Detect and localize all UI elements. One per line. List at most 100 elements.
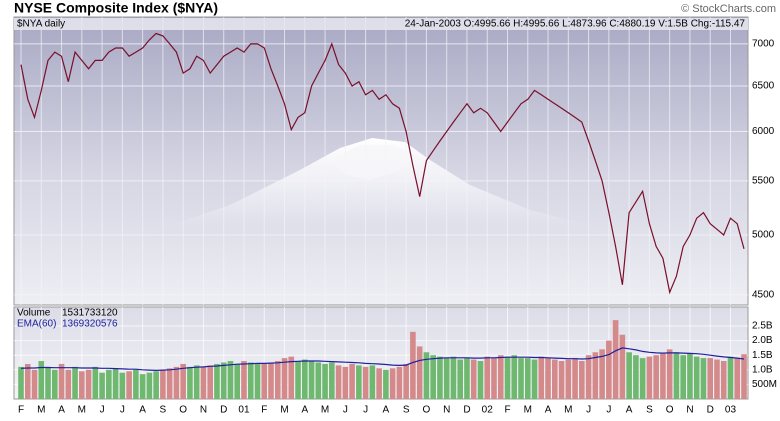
volume-bar [227, 361, 234, 399]
volume-bar [477, 361, 484, 399]
volume-bar [247, 362, 254, 399]
x-tick-label: A [383, 405, 390, 416]
volume-bar [288, 356, 295, 399]
y-tick-label: 4500 [752, 289, 775, 300]
volume-bar [119, 372, 126, 399]
x-tick-label: O [666, 405, 674, 416]
x-tick-label: F [261, 405, 267, 416]
volume-bar [680, 355, 686, 399]
header-bar [14, 18, 748, 30]
volume-bar [383, 369, 389, 399]
volume-bar [653, 355, 659, 399]
y-tick-label: 6500 [752, 81, 775, 92]
volume-bar [741, 354, 747, 399]
volume-bar [491, 358, 497, 399]
volume-bar [153, 371, 159, 399]
x-tick-label: J [586, 405, 591, 416]
price-line [20, 32, 745, 295]
volume-bar [295, 361, 301, 399]
volume-bar [714, 359, 720, 399]
volume-bar [24, 363, 31, 399]
volume-bar [633, 355, 639, 399]
volume-bar [112, 368, 119, 399]
volume-bar [457, 359, 464, 399]
y-tick-label: 7000 [752, 39, 775, 50]
volume-bar [687, 353, 693, 399]
volume-bar [274, 361, 281, 399]
legend-volume-value: 1531733120 [62, 308, 118, 319]
volume-bar [99, 372, 105, 399]
volume-bar [646, 356, 653, 399]
volume-bar [261, 363, 268, 399]
legend-ema-value: 1369320576 [62, 319, 118, 330]
volume-bar [592, 352, 599, 399]
x-tick-label: D [707, 405, 714, 416]
volume-bar [79, 371, 85, 399]
volume-bar [545, 358, 551, 399]
x-tick-label: S [646, 405, 653, 416]
y-tick-label: 2.5B [752, 321, 773, 332]
x-tick-label: N [200, 405, 207, 416]
x-tick-label: D [463, 405, 470, 416]
legend-volume: Volume [17, 308, 51, 319]
legend-ema: EMA(60) [17, 319, 56, 330]
mountain-backdrop [150, 138, 615, 245]
x-tick-label: M [280, 405, 288, 416]
y-tick-label: 1.0B [752, 364, 773, 375]
marks [18, 32, 747, 399]
x-tick-label: M [78, 405, 86, 416]
volume-bar [220, 362, 227, 399]
volume-bar [396, 366, 403, 399]
x-tick-label: N [686, 405, 693, 416]
volume-bar [234, 363, 241, 399]
x-tick-label: S [160, 405, 167, 416]
volume-bar [72, 366, 78, 399]
volume-bar [416, 346, 423, 399]
x-tick-label: O [423, 405, 431, 416]
volume-bar [45, 366, 51, 399]
x-tick-label: J [120, 405, 125, 416]
volume-bar [187, 366, 193, 399]
y-tick-label: 6000 [752, 126, 775, 137]
volume-bar [342, 366, 349, 399]
volume-bar [734, 358, 741, 399]
x-tick-label: D [220, 405, 227, 416]
subtitle: $NYA daily [17, 19, 65, 30]
volume-bar [18, 366, 24, 399]
volume-bar [673, 352, 680, 399]
volume-bar [552, 359, 558, 399]
volume-bar [322, 363, 328, 399]
volume-bar [214, 363, 220, 399]
x-tick-label: M [564, 405, 572, 416]
volume-bar [166, 368, 173, 399]
volume-bar [606, 340, 612, 399]
volume-bar [511, 355, 518, 399]
volume-bar [707, 358, 714, 399]
x-tick-label: 01 [238, 405, 250, 416]
volume-bar [660, 353, 666, 399]
volume-bar [362, 366, 369, 399]
volume-bar [281, 358, 288, 399]
y-tick-label: 1.5B [752, 350, 773, 361]
volume-bar [720, 361, 727, 399]
x-tick-label: J [100, 405, 105, 416]
volume-bar [146, 372, 153, 399]
volume-bar [403, 363, 409, 399]
volume-bar [200, 366, 207, 399]
volume-bar [585, 355, 592, 399]
mountain-snow [330, 145, 420, 180]
volume-bar [65, 369, 72, 399]
x-tick-label: S [403, 405, 410, 416]
volume-bar [173, 366, 180, 399]
volume-bar [31, 369, 38, 399]
x-tick-label: J [363, 405, 368, 416]
volume-bar [430, 355, 436, 399]
volume-bar [349, 363, 355, 399]
x-tick-label: F [504, 405, 510, 416]
volume-bar [207, 365, 213, 399]
volume-bar [38, 361, 45, 399]
volume-bar [268, 362, 274, 399]
volume-bar [639, 358, 646, 399]
volume-bar [693, 356, 700, 399]
